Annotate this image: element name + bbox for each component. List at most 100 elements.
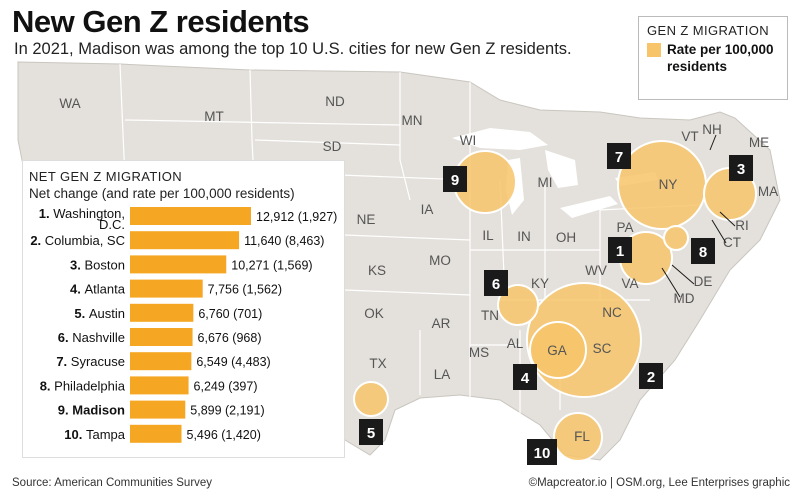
bar-value-label-2: 11,640 (8,463) (244, 234, 324, 248)
bar-rank-7: 7. (56, 354, 70, 369)
bar-5 (130, 303, 194, 322)
bar-rank-6: 6. (58, 330, 72, 345)
state-label-md: MD (674, 291, 695, 306)
bar-6 (130, 328, 193, 346)
bar-city-6: Nashville (72, 330, 125, 345)
state-label-pa: PA (616, 220, 633, 235)
map-legend: GEN Z MIGRATION Rate per 100,000 residen… (638, 16, 788, 100)
svg-text:7: 7 (615, 149, 623, 166)
legend-label: Rate per 100,000 residents (667, 42, 774, 74)
bar-3 (130, 255, 227, 274)
bar-rank-5: 5. (74, 306, 88, 321)
state-label-il: IL (482, 228, 494, 243)
svg-text:5: 5 (367, 425, 375, 442)
source-note: Source: American Communities Survey (12, 477, 213, 489)
bar-city-3: Boston (85, 257, 125, 272)
bubble-tampa (553, 412, 603, 462)
bar-city-1: Washington, (53, 206, 125, 221)
bubble-philadelphia (663, 225, 689, 251)
state-label-de: DE (694, 274, 713, 289)
bar-label-10: 10. Tampa (64, 427, 125, 442)
svg-text:6: 6 (492, 276, 500, 293)
bar-city-5: Austin (89, 306, 125, 321)
svg-text:3: 3 (737, 161, 745, 178)
rank-marker-6: 6 (484, 270, 508, 296)
credit-note: ©Mapcreator.io | OSM.org, Lee Enterprise… (528, 477, 790, 489)
bar-label-9: 9. Madison (58, 403, 125, 418)
bar-rank-9: 9. (58, 403, 72, 418)
bar-rank-2: 2. (30, 233, 44, 248)
state-label-ok: OK (364, 306, 384, 321)
state-label-ri: RI (735, 218, 749, 233)
rank-marker-3: 3 (729, 155, 753, 181)
state-label-mn: MN (402, 113, 423, 128)
bar-value-label-3: 10,271 (1,569) (231, 258, 312, 272)
lake-superior (452, 128, 548, 150)
migration-bar-chart: 1. Washington, D.C. 12,912 (1,927) 2. Colum… (30, 206, 337, 443)
bar-value-label-6: 6,676 (968) (198, 331, 262, 345)
bar-rank-1: 1. (39, 206, 53, 221)
bar-label-1: 1. Washington, D.C. (39, 206, 125, 232)
bubble-atlanta (529, 321, 587, 379)
bar-label-7: 7. Syracuse (56, 354, 125, 369)
state-label-mo: MO (429, 253, 451, 268)
page-subtitle: In 2021, Madison was among the top 10 U.… (14, 40, 572, 58)
bar-value-label-7: 6,549 (4,483) (196, 355, 270, 369)
bar-10 (130, 424, 182, 443)
state-label-wv: WV (585, 263, 607, 278)
bar-4 (130, 279, 203, 298)
migration-bar-panel: 1. Washington, D.C. 12,912 (1,927) 2. Colum… (23, 161, 344, 457)
bar-rank-4: 4. (70, 282, 84, 297)
state-label-ia: IA (421, 202, 434, 217)
bar-label-3: 3. Boston (70, 257, 125, 272)
rank-marker-8: 8 (691, 238, 715, 264)
state-label-wi: WI (460, 133, 477, 148)
state-label-ms: MS (469, 345, 489, 360)
state-label-mt: MT (204, 109, 224, 124)
bar-city-7: Syracuse (71, 354, 125, 369)
state-label-fl: FL (574, 429, 590, 444)
bar-city-2: Columbia, SC (45, 233, 125, 248)
bar-city-9: Madison (72, 403, 125, 418)
bar-rank-3: 3. (70, 257, 84, 272)
bar-2 (130, 231, 240, 250)
svg-text:1: 1 (616, 243, 624, 260)
state-label-ar: AR (432, 316, 451, 331)
state-label-mi: MI (538, 175, 553, 190)
state-label-sc: SC (593, 341, 612, 356)
bar-city-8: Philadelphia (54, 378, 126, 393)
lake-erie (560, 196, 618, 218)
bar-city-4: Atlanta (85, 282, 126, 297)
map-bubbles (353, 140, 757, 462)
bar-chart-title: NET GEN Z MIGRATION (29, 169, 183, 184)
bar-value-label-1: 12,912 (1,927) (256, 210, 337, 224)
page-title: New Gen Z residents (12, 4, 310, 39)
state-label-ga: GA (547, 343, 567, 358)
state-label-ks: KS (368, 263, 386, 278)
rank-markers: 1 2 3 4 5 6 7 8 9 10 (359, 143, 753, 465)
bar-label-5: 5. Austin (74, 306, 125, 321)
bar-label-2: 2. Columbia, SC (30, 233, 125, 248)
state-label-vt: VT (681, 129, 698, 144)
bar-city-1-line2: D.C. (99, 217, 125, 232)
state-label-la: LA (434, 367, 451, 382)
leader-lines (661, 134, 736, 298)
bar-rank-8: 8. (40, 378, 54, 393)
rank-marker-7: 7 (607, 143, 631, 169)
bar-value-label-8: 6,249 (397) (194, 379, 258, 393)
rank-marker-2: 2 (639, 363, 663, 389)
rank-marker-4: 4 (513, 364, 537, 390)
svg-text:4: 4 (521, 370, 530, 387)
svg-text:8: 8 (699, 244, 707, 261)
legend-swatch (647, 43, 661, 57)
bar-9 (130, 400, 186, 419)
state-labels: WA MT ND MN SD WI MI NE IA IL IN OH KS M… (59, 94, 778, 444)
state-label-nd: ND (325, 94, 345, 109)
svg-text:10: 10 (534, 445, 551, 462)
state-label-tx: TX (369, 356, 386, 371)
svg-text:2: 2 (647, 369, 655, 386)
bar-rank-10: 10. (64, 427, 86, 442)
rank-marker-1: 1 (608, 237, 632, 263)
rank-marker-5: 5 (359, 419, 383, 445)
bar-label-4: 4. Atlanta (70, 282, 126, 297)
